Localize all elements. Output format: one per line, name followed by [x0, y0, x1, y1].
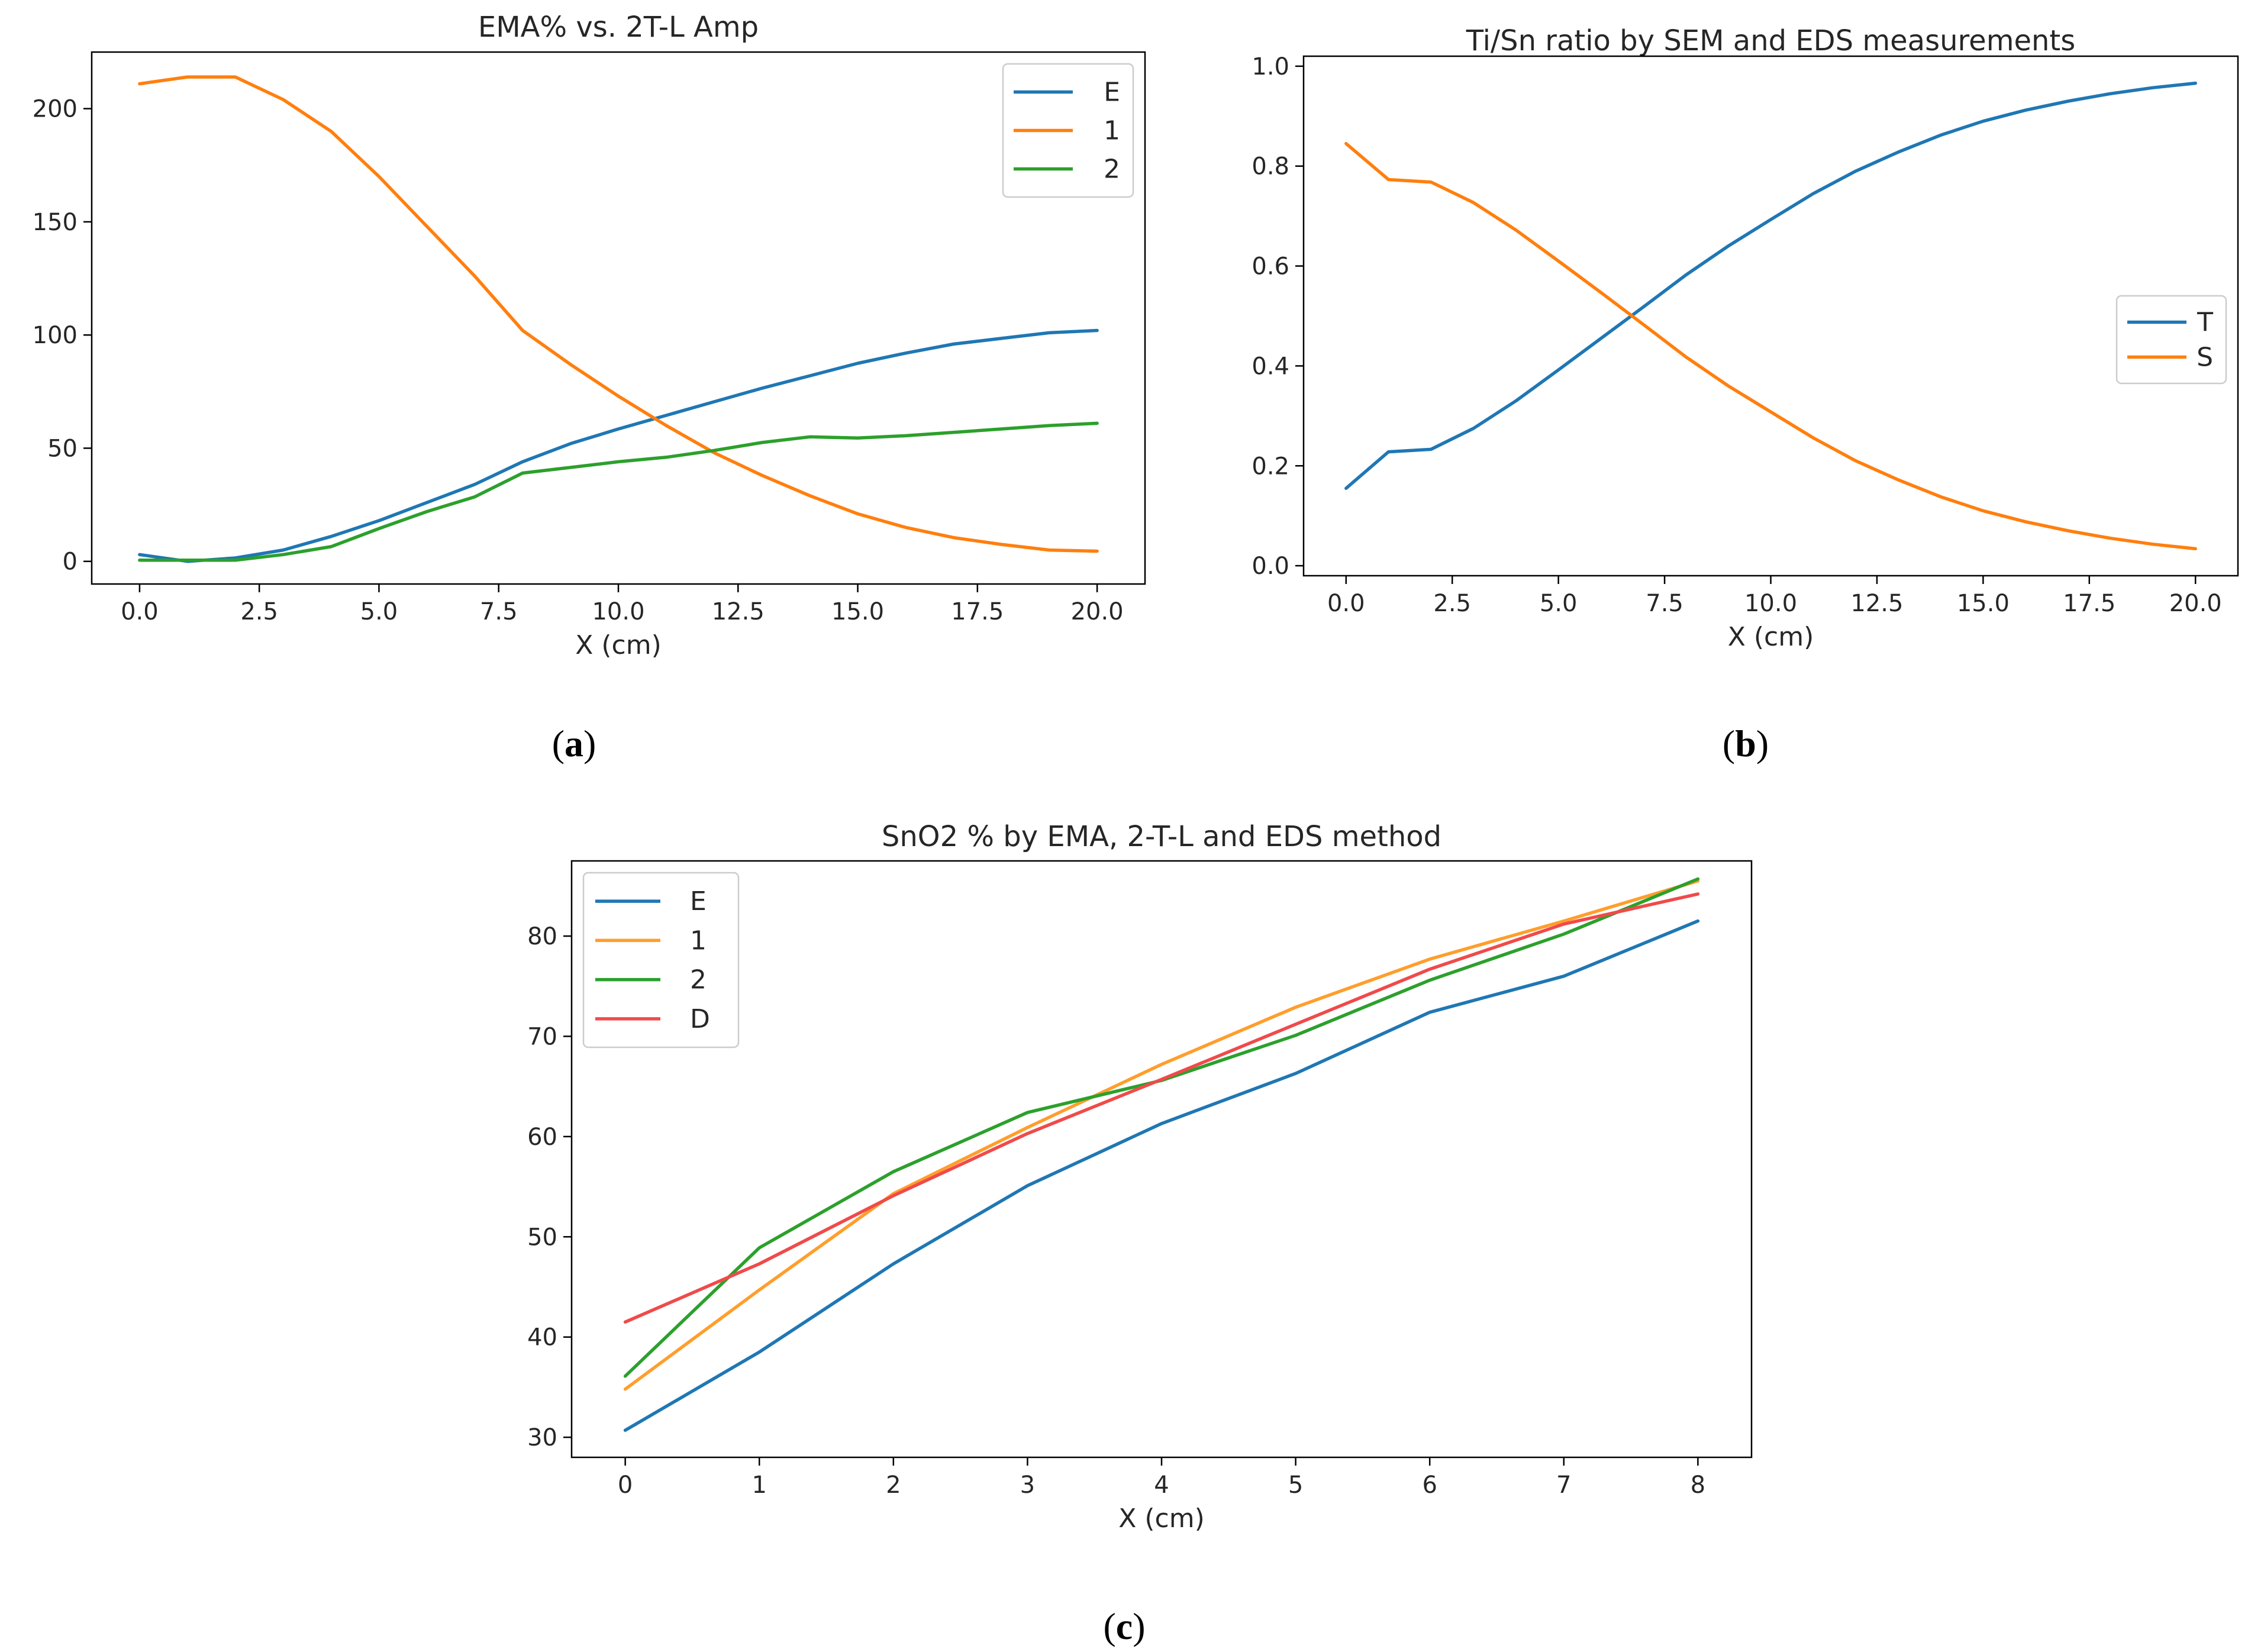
y-tick-label: 1.0	[1252, 53, 1289, 80]
axes-frame	[91, 51, 1146, 585]
legend-label-E: E	[1104, 78, 1120, 108]
x-tick-label: 4	[1154, 1472, 1169, 1499]
y-tick-label: 50	[527, 1224, 557, 1251]
series-line-E	[623, 919, 1700, 1432]
legend: E 1 2	[1002, 63, 1134, 198]
y-tick-label: 50	[47, 435, 78, 462]
legend-box	[582, 872, 740, 1048]
x-tick-label: 17.5	[951, 598, 1004, 625]
panel-caption-b: (b)	[1723, 722, 1769, 764]
x-axis-label: X (cm)	[575, 630, 662, 660]
x-tick-label: 2.5	[240, 598, 278, 625]
x-axis-label: X (cm)	[1118, 1503, 1205, 1534]
x-tick-label: 7	[1556, 1472, 1571, 1499]
y-tick-label: 0.2	[1252, 453, 1289, 480]
y-tick-label: 0.8	[1252, 153, 1289, 180]
chart-title: Ti/Sn ratio by SEM and EDS measurements	[1466, 24, 2076, 57]
x-tick-label: 5	[1288, 1472, 1303, 1499]
y-tick-label: 100	[33, 322, 78, 349]
legend-label-E: E	[690, 886, 707, 917]
x-tick-label: 7.5	[480, 598, 518, 625]
x-tick-label: 0	[618, 1472, 633, 1499]
y-tick-label: 0.0	[1252, 553, 1289, 580]
y-tick-label: 0.6	[1252, 253, 1289, 280]
x-tick-label: 7.5	[1646, 590, 1683, 617]
series-line-T	[1344, 81, 2197, 491]
x-tick-label: 2	[886, 1472, 901, 1499]
x-tick-label: 0.0	[1327, 590, 1365, 617]
y-tick-label: 60	[527, 1124, 557, 1151]
legend-box	[2115, 295, 2227, 385]
legend-label-S: S	[2197, 343, 2213, 373]
x-tick-label: 15.0	[1957, 590, 2010, 617]
legend-label-D: D	[690, 1004, 710, 1034]
series-line-2	[138, 421, 1099, 562]
x-tick-label: 10.0	[592, 598, 644, 625]
x-tick-label: 5.0	[360, 598, 398, 625]
chart-title: EMA% vs. 2T-L Amp	[478, 11, 759, 44]
y-tick-label: 80	[527, 923, 557, 950]
y-tick-label: 40	[527, 1324, 557, 1351]
x-tick-label: 15.0	[831, 598, 884, 625]
legend: TS	[2115, 295, 2227, 385]
x-tick-label: 12.5	[712, 598, 765, 625]
panel-caption-letter: a	[565, 722, 583, 764]
panel-caption-a: (a)	[552, 722, 596, 764]
x-tick-label: 2.5	[1433, 590, 1471, 617]
panel-caption-letter: c	[1116, 1605, 1133, 1647]
x-tick-label: 3	[1020, 1472, 1035, 1499]
series-line-E	[138, 328, 1099, 563]
x-axis-label: X (cm)	[1728, 622, 1814, 652]
series-line-2	[623, 877, 1700, 1378]
chart-a: EMA% vs. 2T-L Amp 0.0 2.5 5.0 7.5 10.0 12.5 15.…	[33, 11, 1146, 764]
y-tick-label: 70	[527, 1023, 557, 1050]
legend-label-1: 1	[1104, 116, 1120, 146]
x-tick-label: 20.0	[1071, 598, 1124, 625]
legend-label-1: 1	[690, 925, 707, 956]
legend-label-2: 2	[1104, 154, 1120, 185]
y-tick-label: 0.4	[1252, 353, 1289, 380]
x-tick-label: 6	[1422, 1472, 1437, 1499]
x-tick-label: 0.0	[121, 598, 159, 625]
chart-title: SnO2 % by EMA, 2-T-L and EDS method	[882, 820, 1441, 853]
y-tick-label: 150	[33, 209, 78, 236]
legend-label-T: T	[2197, 308, 2213, 338]
x-tick-label: 8	[1691, 1472, 1705, 1499]
axes-frame	[1302, 55, 2239, 577]
y-tick-label: 200	[33, 96, 78, 123]
y-tick-label: 0	[63, 548, 78, 576]
x-tick-label: 17.5	[2063, 590, 2115, 617]
x-tick-label: 5.0	[1540, 590, 1578, 617]
series-line-1	[623, 879, 1700, 1391]
series-line-S	[1344, 141, 2197, 551]
x-tick-label: 10.0	[1744, 590, 1797, 617]
x-tick-label: 1	[752, 1472, 767, 1499]
chart-b: Ti/Sn ratio by SEM and EDS measurements 0…	[1252, 24, 2239, 764]
panel-caption-c: (c)	[1103, 1605, 1145, 1647]
y-tick-label: 30	[527, 1424, 557, 1451]
x-tick-label: 20.0	[2169, 590, 2222, 617]
chart-c: SnO2 % by EMA, 2-T-L and EDS method 0 1 2 3 4…	[527, 820, 1753, 1647]
legend-label-2: 2	[690, 965, 707, 995]
series-line-1	[138, 75, 1099, 553]
series-line-D	[623, 892, 1700, 1324]
x-tick-label: 12.5	[1850, 590, 1903, 617]
panel-caption-letter: b	[1735, 722, 1756, 764]
axes-frame	[570, 860, 1753, 1459]
legend: E 1 2 D	[582, 872, 740, 1048]
